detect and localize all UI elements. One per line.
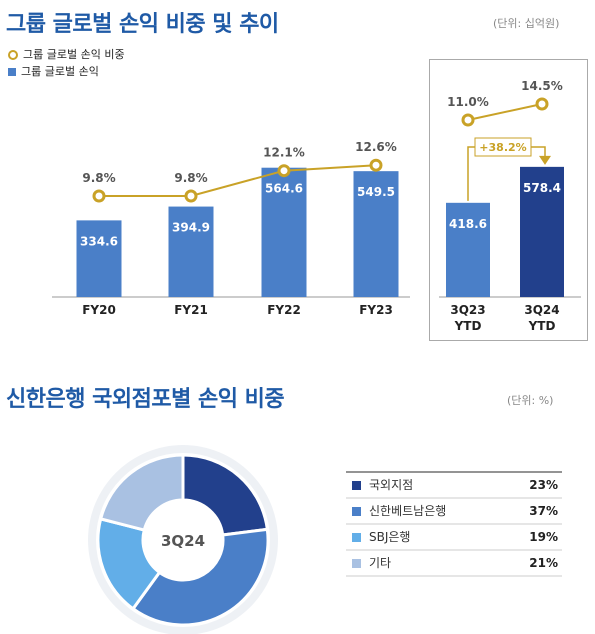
donut-center-label: 3Q24	[161, 532, 205, 550]
section1-unit: (단위: 십억원)	[493, 17, 560, 30]
legend-label: 국외지점	[369, 478, 413, 492]
legend-swatch	[352, 507, 361, 516]
ytd-chart: 418.6 3Q23 YTD 578.4 3Q24 YTD 11.0% 14.5% +38.2%	[429, 59, 588, 341]
legend-swatch	[352, 481, 361, 490]
bar-value-label: 334.6	[80, 234, 118, 248]
x-tick-label: YTD	[454, 319, 482, 333]
ratio-point	[535, 97, 549, 111]
x-tick-label: 3Q24	[524, 303, 559, 317]
section1-title: 그룹 글로벌 손익 비중 및 추이	[6, 12, 279, 37]
bar	[76, 220, 122, 297]
section2-unit: (단위: %)	[507, 394, 554, 407]
circle-marker-icon	[8, 50, 18, 60]
legend-label: SBJ은행	[369, 529, 410, 544]
ratio-line	[99, 164, 377, 197]
ratio-point	[369, 158, 383, 172]
legend-label: 기타	[369, 556, 391, 570]
x-tick-label: FY23	[359, 303, 393, 317]
bar-value-label: 394.9	[172, 221, 210, 235]
bar-value-label: 564.6	[265, 182, 303, 196]
ratio-point	[461, 113, 475, 127]
legend-swatch	[352, 559, 361, 568]
ratio-label: 9.8%	[174, 171, 207, 185]
donut-slice	[181, 453, 270, 537]
legend-label: 신한베트남은행	[369, 503, 446, 518]
bar	[168, 206, 214, 297]
x-tick-label: FY22	[267, 303, 301, 317]
x-tick-label: 3Q23	[450, 303, 485, 317]
ratio-label: 12.6%	[355, 140, 397, 154]
x-tick-label: FY21	[174, 303, 208, 317]
legend-bar-label: 그룹 글로벌 손익	[21, 65, 99, 78]
section2-title: 신한은행 국외점포별 손익 비중	[6, 387, 285, 412]
legend-value: 37%	[529, 504, 558, 518]
highlight-box	[429, 59, 588, 341]
ratio-point	[184, 189, 198, 203]
ratio-label: 9.8%	[82, 171, 115, 185]
ratio-label: 12.1%	[263, 146, 305, 160]
legend-value: 21%	[529, 556, 558, 570]
legend-value: 23%	[529, 478, 558, 492]
donut-slice	[130, 527, 270, 627]
ratio-label: 14.5%	[521, 79, 563, 93]
bar-value-label: 578.4	[523, 181, 561, 195]
bar-value-label: 418.6	[449, 217, 487, 231]
bar	[353, 171, 399, 297]
growth-label-box	[474, 137, 532, 157]
donut-slice	[98, 453, 185, 532]
donut-chart: 3Q24 국외지점 23% 신한베트남은행 37% SBJ은행 19% 기타 21%	[88, 445, 562, 634]
legend-swatch	[352, 533, 361, 542]
x-tick-label: YTD	[528, 319, 556, 333]
ratio-point	[277, 164, 291, 178]
annual-chart: 334.6 FY20 394.9 FY21 564.6 FY22 549.5 FY23 9.8%…	[52, 140, 410, 317]
ratio-label: 11.0%	[447, 95, 489, 109]
x-tick-label: FY20	[82, 303, 116, 317]
arrow-head-icon	[539, 155, 551, 165]
bar	[446, 202, 490, 297]
legend-value: 19%	[529, 530, 558, 544]
legend-line: 그룹 글로벌 손익 비중	[8, 46, 125, 62]
square-marker-icon	[8, 68, 16, 76]
legend-bar: 그룹 글로벌 손익	[8, 63, 99, 79]
bar	[520, 166, 564, 297]
legend-line-label: 그룹 글로벌 손익 비중	[23, 48, 125, 61]
growth-label: +38.2%	[479, 141, 526, 154]
donut-hole	[145, 502, 221, 578]
ratio-point	[92, 189, 106, 203]
ratio-line	[467, 103, 543, 121]
bar	[261, 167, 307, 297]
bar-value-label: 549.5	[357, 185, 395, 199]
